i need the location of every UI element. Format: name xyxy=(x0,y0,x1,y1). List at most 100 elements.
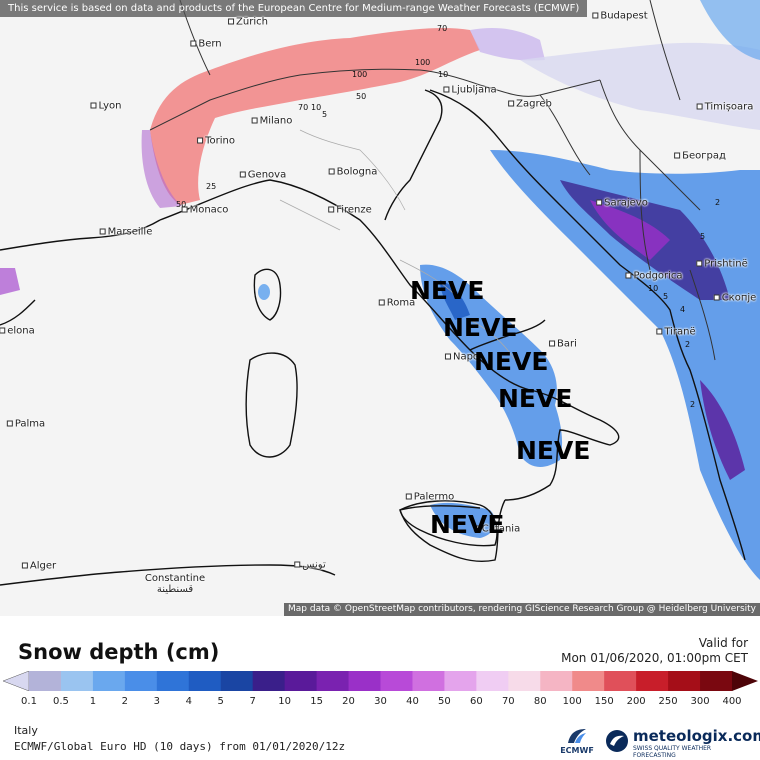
scale-tick-label: 7 xyxy=(249,696,256,707)
scale-tick-label: 50 xyxy=(438,696,451,707)
contour-label: 10 xyxy=(438,70,449,79)
scale-swatch xyxy=(476,671,509,691)
color-scale-bar xyxy=(3,671,758,691)
neve-annotation-central: NEVE xyxy=(410,276,485,305)
scale-swatch xyxy=(316,671,350,691)
scale-tick-label: 4 xyxy=(185,696,192,707)
meteologix-icon xyxy=(606,730,628,752)
neve-annotation-calabria: NEVE xyxy=(516,436,591,465)
scale-arrow-high xyxy=(732,671,758,691)
scale-swatch xyxy=(284,671,318,691)
scale-swatch xyxy=(29,671,62,691)
coast-adriatic xyxy=(429,89,746,561)
scale-tick-label: 250 xyxy=(658,696,678,707)
city-label-bern: Bern xyxy=(190,39,222,50)
scale-tick-label: 200 xyxy=(626,696,646,707)
city-label-alger: Alger xyxy=(21,561,56,572)
valid-for-label: Valid for xyxy=(698,636,748,650)
city-label-lyon: Lyon xyxy=(90,101,122,112)
scale-tick-label: 15 xyxy=(310,696,323,707)
coast-sardinia xyxy=(245,352,298,458)
contour-label: 25 xyxy=(206,182,217,191)
scale-swatch xyxy=(444,671,477,691)
city-label-podgorica: Podgorica xyxy=(625,271,683,282)
scale-swatch xyxy=(540,671,573,691)
neve-annotation-sicilia: NEVE xyxy=(430,510,505,539)
city-label-palma: Palma xyxy=(6,419,45,430)
map-attribution[interactable]: Map data © OpenStreetMap contributors, r… xyxy=(284,603,760,616)
city-label-monaco: Monaco xyxy=(181,205,228,216)
city-label-palermo: Palermo xyxy=(405,492,454,503)
scale-tick-label: 3 xyxy=(153,696,160,707)
scale-swatch xyxy=(604,671,637,691)
scale-swatch xyxy=(508,671,541,691)
scale-tick-label: 30 xyxy=(374,696,387,707)
scale-tick-label: 70 xyxy=(501,696,515,707)
neve-annotation-basilicata: NEVE xyxy=(498,384,573,413)
scale-swatch xyxy=(60,671,94,691)
neve-annotation-abruzzo: NEVE xyxy=(443,313,518,342)
coast-sicily xyxy=(399,500,498,547)
scale-swatch xyxy=(572,671,605,691)
scale-swatch xyxy=(92,671,126,691)
contour-label: 4 xyxy=(680,305,686,314)
brand-tagline: SWISS QUALITY WEATHER FORECASTING xyxy=(633,745,712,759)
city-label-napoli: Napo xyxy=(444,352,479,363)
city-label-marseille: Marseille xyxy=(99,227,152,238)
contour-label: 10 xyxy=(311,103,322,112)
scale-swatch xyxy=(700,671,733,691)
city-label-bari: Bari xyxy=(549,339,577,350)
city-label-roma: Roma xyxy=(378,298,415,309)
brand-name: meteologix.com xyxy=(633,727,760,745)
contour-label: 5 xyxy=(663,292,669,301)
city-label-timisoara: Timișoara xyxy=(696,102,753,113)
scale-tick-label: 0.5 xyxy=(53,696,69,707)
scale-tick-label: 1 xyxy=(89,696,97,707)
scale-swatch xyxy=(636,671,669,691)
scale-tick-label: 40 xyxy=(406,696,419,707)
city-label-tirane: Tiranë xyxy=(656,327,696,338)
city-label-constantine: Constantine قسنطينة xyxy=(144,573,206,595)
snow-depth-map[interactable]: This service is based on data and produc… xyxy=(0,0,760,616)
scale-tick-label: 60 xyxy=(469,696,483,707)
city-label-skopje: Скопје xyxy=(713,293,756,304)
contour-label: 2 xyxy=(690,400,696,409)
meteologix-logo[interactable]: meteologix.com SWISS QUALITY WEATHER FOR… xyxy=(605,727,760,759)
scale-tick-label: 300 xyxy=(690,696,710,707)
coast-corsica xyxy=(253,268,282,321)
scale-swatch xyxy=(156,671,190,691)
scale-tick-label: 400 xyxy=(722,696,742,707)
scale-tick-label: 80 xyxy=(533,696,547,707)
contour-label: 100 xyxy=(352,70,368,79)
model-run-label: ECMWF/Global Euro HD (10 days) from 01/0… xyxy=(14,740,346,753)
contour-label: 10 xyxy=(648,284,659,293)
scale-arrow-low xyxy=(3,671,30,691)
ecmwf-notice: This service is based on data and produc… xyxy=(0,0,588,17)
contour-label: 70 xyxy=(298,103,309,112)
scale-swatch xyxy=(188,671,222,691)
city-label-pristine: Prishtinë xyxy=(696,259,748,270)
scale-tick-label: 100 xyxy=(562,696,582,707)
city-label-ljubljana: Ljubljana xyxy=(443,85,497,96)
contour-label: 100 xyxy=(415,58,431,67)
scale-swatch xyxy=(380,671,413,691)
city-label-bologna: Bologna xyxy=(328,167,377,178)
valid-date: Mon 01/06/2020, 01:00pm CET xyxy=(561,651,748,665)
scale-tick-label: 2 xyxy=(121,696,129,707)
color-scale-ticks: 0.1 0.5 1 2 3 4 5 7 10 15 20 30 40 50 60 70 80 100 150 200 2… xyxy=(0,696,760,710)
scale-swatch xyxy=(348,671,381,691)
region-label: Italy xyxy=(14,724,38,737)
scale-swatch xyxy=(412,671,445,691)
city-label-beograd: Београд xyxy=(674,151,726,162)
scale-tick-label: 10 xyxy=(278,696,291,707)
contour-label: 50 xyxy=(356,92,367,101)
ecmwf-logo: ECMWF xyxy=(560,727,594,755)
city-label-zagreb: Zagreb xyxy=(508,99,552,110)
snow-alps xyxy=(150,27,480,205)
contour-label: 70 xyxy=(437,24,448,33)
scale-tick-label: 20 xyxy=(342,696,355,707)
contour-label: 50 xyxy=(176,200,187,209)
scale-tick-label: 150 xyxy=(594,696,614,707)
legend-title: Snow depth (cm) xyxy=(18,640,220,664)
city-label-genova: Genova xyxy=(239,170,286,181)
